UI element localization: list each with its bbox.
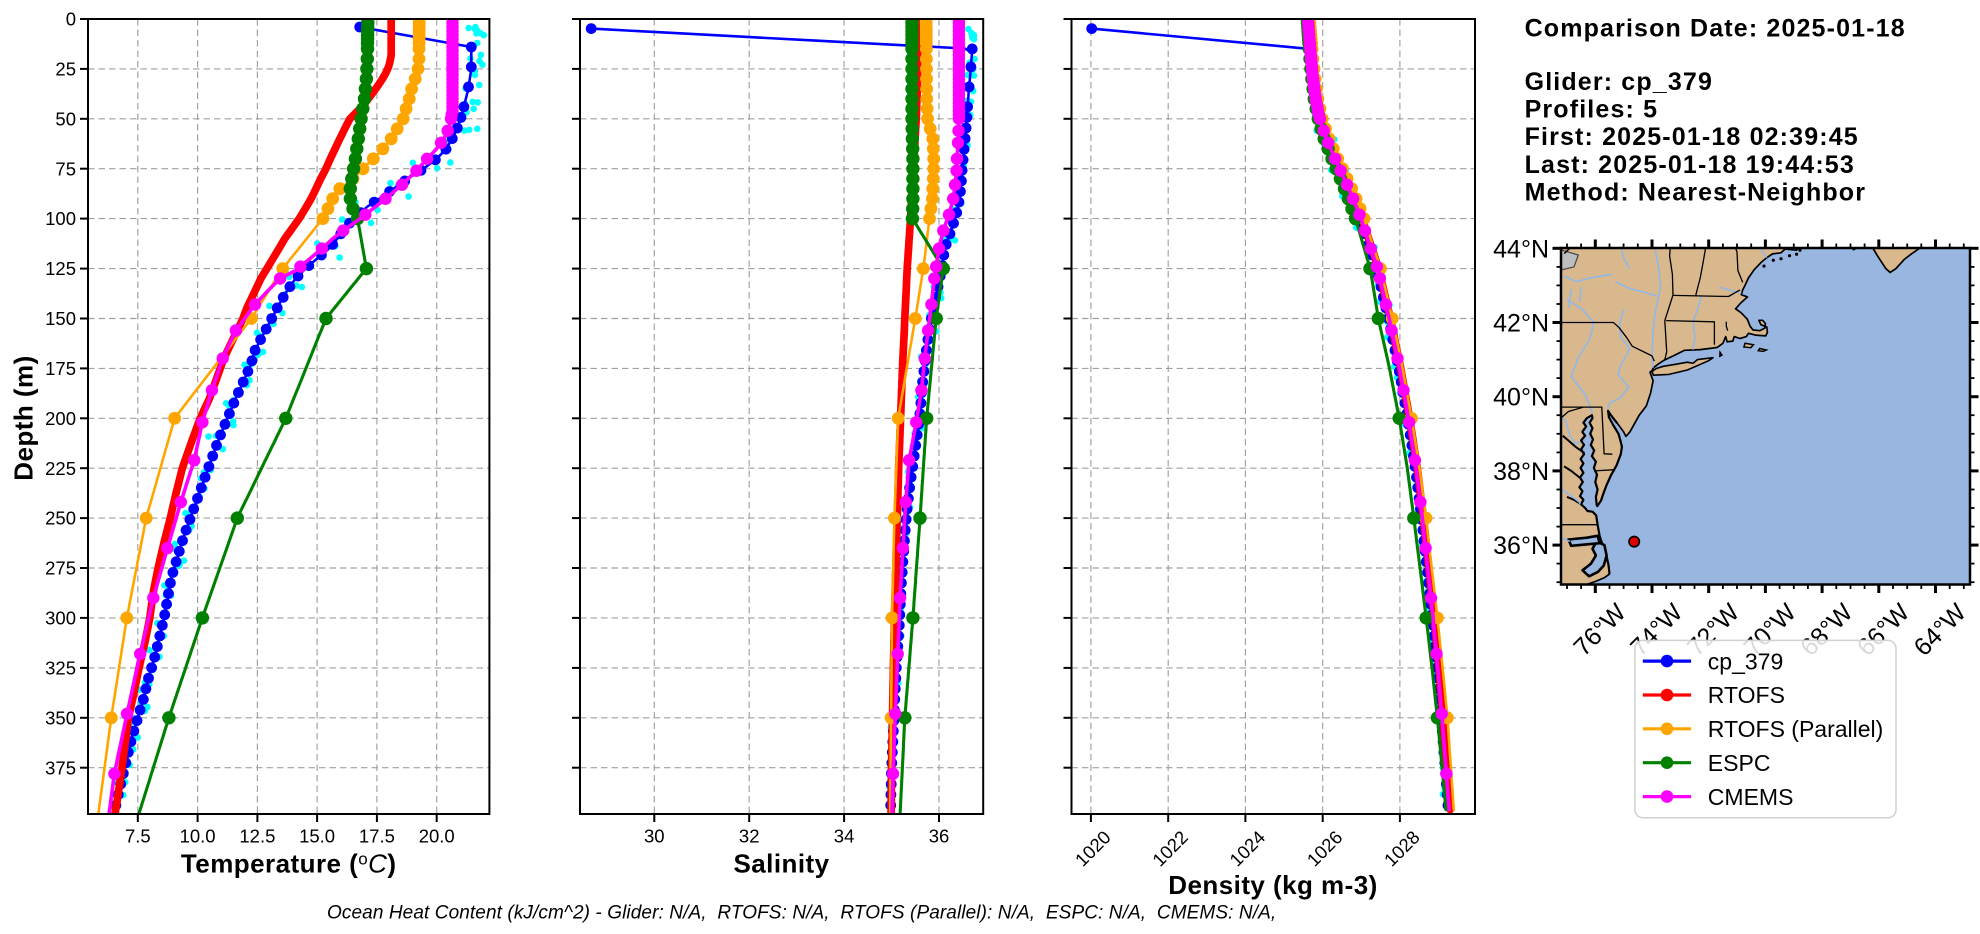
svg-text:Profiles: 5: Profiles: 5 bbox=[1525, 96, 1659, 124]
svg-text:375: 375 bbox=[45, 757, 76, 778]
svg-text:32: 32 bbox=[739, 826, 760, 847]
svg-text:300: 300 bbox=[45, 608, 76, 629]
svg-text:175: 175 bbox=[45, 358, 76, 379]
svg-text:Ocean Heat Content (kJ/cm^2) -: Ocean Heat Content (kJ/cm^2) - Glider: N… bbox=[327, 903, 1276, 924]
svg-text:15.0: 15.0 bbox=[299, 826, 335, 847]
svg-text:20.0: 20.0 bbox=[419, 826, 455, 847]
svg-text:325: 325 bbox=[45, 658, 76, 679]
svg-text:42°N: 42°N bbox=[1493, 310, 1549, 338]
svg-text:44°N: 44°N bbox=[1493, 235, 1549, 263]
svg-text:125: 125 bbox=[45, 258, 76, 279]
svg-text:Last: 2025-01-18 19:44:53: Last: 2025-01-18 19:44:53 bbox=[1525, 151, 1855, 179]
svg-text:0: 0 bbox=[66, 9, 76, 30]
svg-text:1026: 1026 bbox=[1303, 826, 1347, 870]
svg-text:150: 150 bbox=[45, 308, 76, 329]
svg-text:First: 2025-01-18 02:39:45: First: 2025-01-18 02:39:45 bbox=[1525, 123, 1859, 151]
svg-text:225: 225 bbox=[45, 458, 76, 479]
svg-text:36°N: 36°N bbox=[1493, 532, 1549, 560]
svg-text:100: 100 bbox=[45, 208, 76, 229]
svg-text:1020: 1020 bbox=[1071, 826, 1115, 870]
svg-text:12.5: 12.5 bbox=[239, 826, 275, 847]
svg-text:75: 75 bbox=[55, 158, 76, 179]
svg-text:25: 25 bbox=[55, 59, 76, 80]
svg-text:30: 30 bbox=[644, 826, 665, 847]
svg-text:350: 350 bbox=[45, 707, 76, 728]
svg-text:1024: 1024 bbox=[1225, 826, 1269, 870]
svg-text:1028: 1028 bbox=[1380, 826, 1424, 870]
svg-text:1022: 1022 bbox=[1148, 826, 1192, 870]
svg-text:Glider: cp_379: Glider: cp_379 bbox=[1525, 68, 1713, 96]
svg-text:Temperature (oC): Temperature (oC) bbox=[181, 848, 397, 878]
svg-text:7.5: 7.5 bbox=[125, 826, 151, 847]
svg-text:cp_379: cp_379 bbox=[1708, 648, 1783, 674]
svg-text:17.5: 17.5 bbox=[359, 826, 395, 847]
svg-text:Comparison Date: 2025-01-18: Comparison Date: 2025-01-18 bbox=[1525, 15, 1906, 43]
svg-text:50: 50 bbox=[55, 108, 76, 129]
svg-text:Salinity: Salinity bbox=[733, 848, 829, 878]
svg-text:ESPC: ESPC bbox=[1708, 750, 1771, 776]
svg-text:36: 36 bbox=[929, 826, 950, 847]
svg-text:10.0: 10.0 bbox=[180, 826, 216, 847]
svg-text:275: 275 bbox=[45, 558, 76, 579]
svg-text:Method: Nearest-Neighbor: Method: Nearest-Neighbor bbox=[1525, 179, 1867, 207]
svg-text:RTOFS (Parallel): RTOFS (Parallel) bbox=[1708, 716, 1884, 742]
svg-text:CMEMS: CMEMS bbox=[1708, 784, 1794, 810]
svg-text:76°W: 76°W bbox=[1568, 598, 1632, 662]
svg-text:RTOFS: RTOFS bbox=[1708, 682, 1785, 708]
svg-text:34: 34 bbox=[834, 826, 855, 847]
svg-text:64°W: 64°W bbox=[1909, 598, 1973, 662]
svg-text:Density (kg m-3): Density (kg m-3) bbox=[1168, 870, 1377, 900]
svg-text:38°N: 38°N bbox=[1493, 458, 1549, 486]
svg-text:40°N: 40°N bbox=[1493, 384, 1549, 412]
svg-text:Depth (m): Depth (m) bbox=[9, 355, 39, 480]
svg-text:200: 200 bbox=[45, 408, 76, 429]
svg-text:250: 250 bbox=[45, 508, 76, 529]
